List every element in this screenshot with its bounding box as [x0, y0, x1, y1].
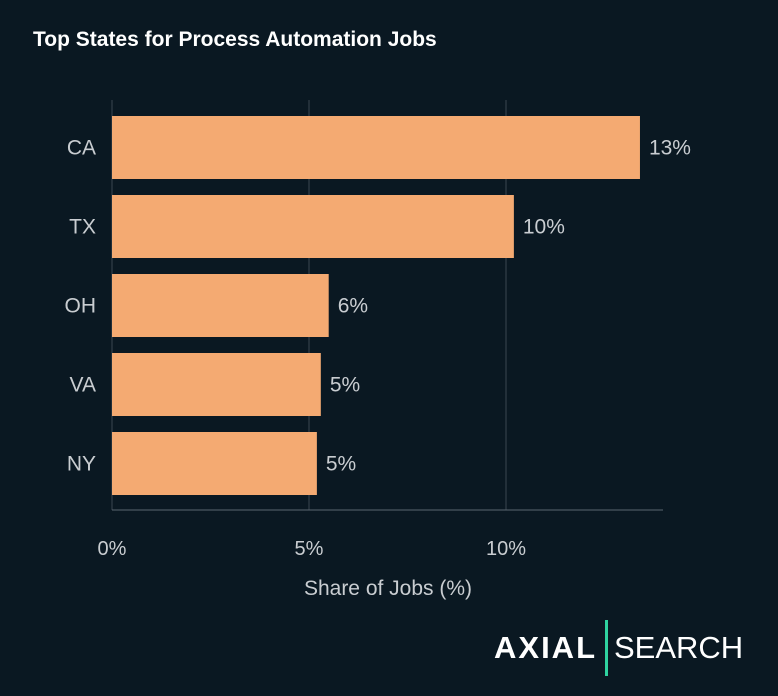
- logo-search: SEARCH: [614, 630, 744, 665]
- chart-title: Top States for Process Automation Jobs: [33, 28, 437, 51]
- x-tick-label: 5%: [295, 538, 324, 560]
- data-label: 5%: [326, 453, 356, 476]
- data-label: 5%: [330, 374, 360, 397]
- y-tick-label: OH: [65, 295, 97, 318]
- bar-va: [112, 353, 321, 416]
- data-label: 6%: [338, 295, 368, 318]
- data-label: 10%: [523, 216, 565, 239]
- bar-ny: [112, 432, 317, 495]
- logo-divider: [605, 620, 608, 676]
- logo-axial: AXIAL: [494, 630, 597, 665]
- data-label: 13%: [649, 137, 691, 160]
- bar-ca: [112, 116, 640, 179]
- bar-tx: [112, 195, 514, 258]
- axial-search-logo: AXIAL SEARCH: [494, 620, 743, 676]
- y-tick-label: CA: [67, 137, 96, 160]
- y-tick-label: TX: [69, 216, 96, 239]
- x-tick-label: 10%: [486, 538, 526, 560]
- y-tick-label: NY: [67, 453, 96, 476]
- x-axis-label: Share of Jobs (%): [304, 577, 472, 600]
- x-tick-label: 0%: [98, 538, 127, 560]
- bar-oh: [112, 274, 329, 337]
- y-tick-label: VA: [70, 374, 96, 397]
